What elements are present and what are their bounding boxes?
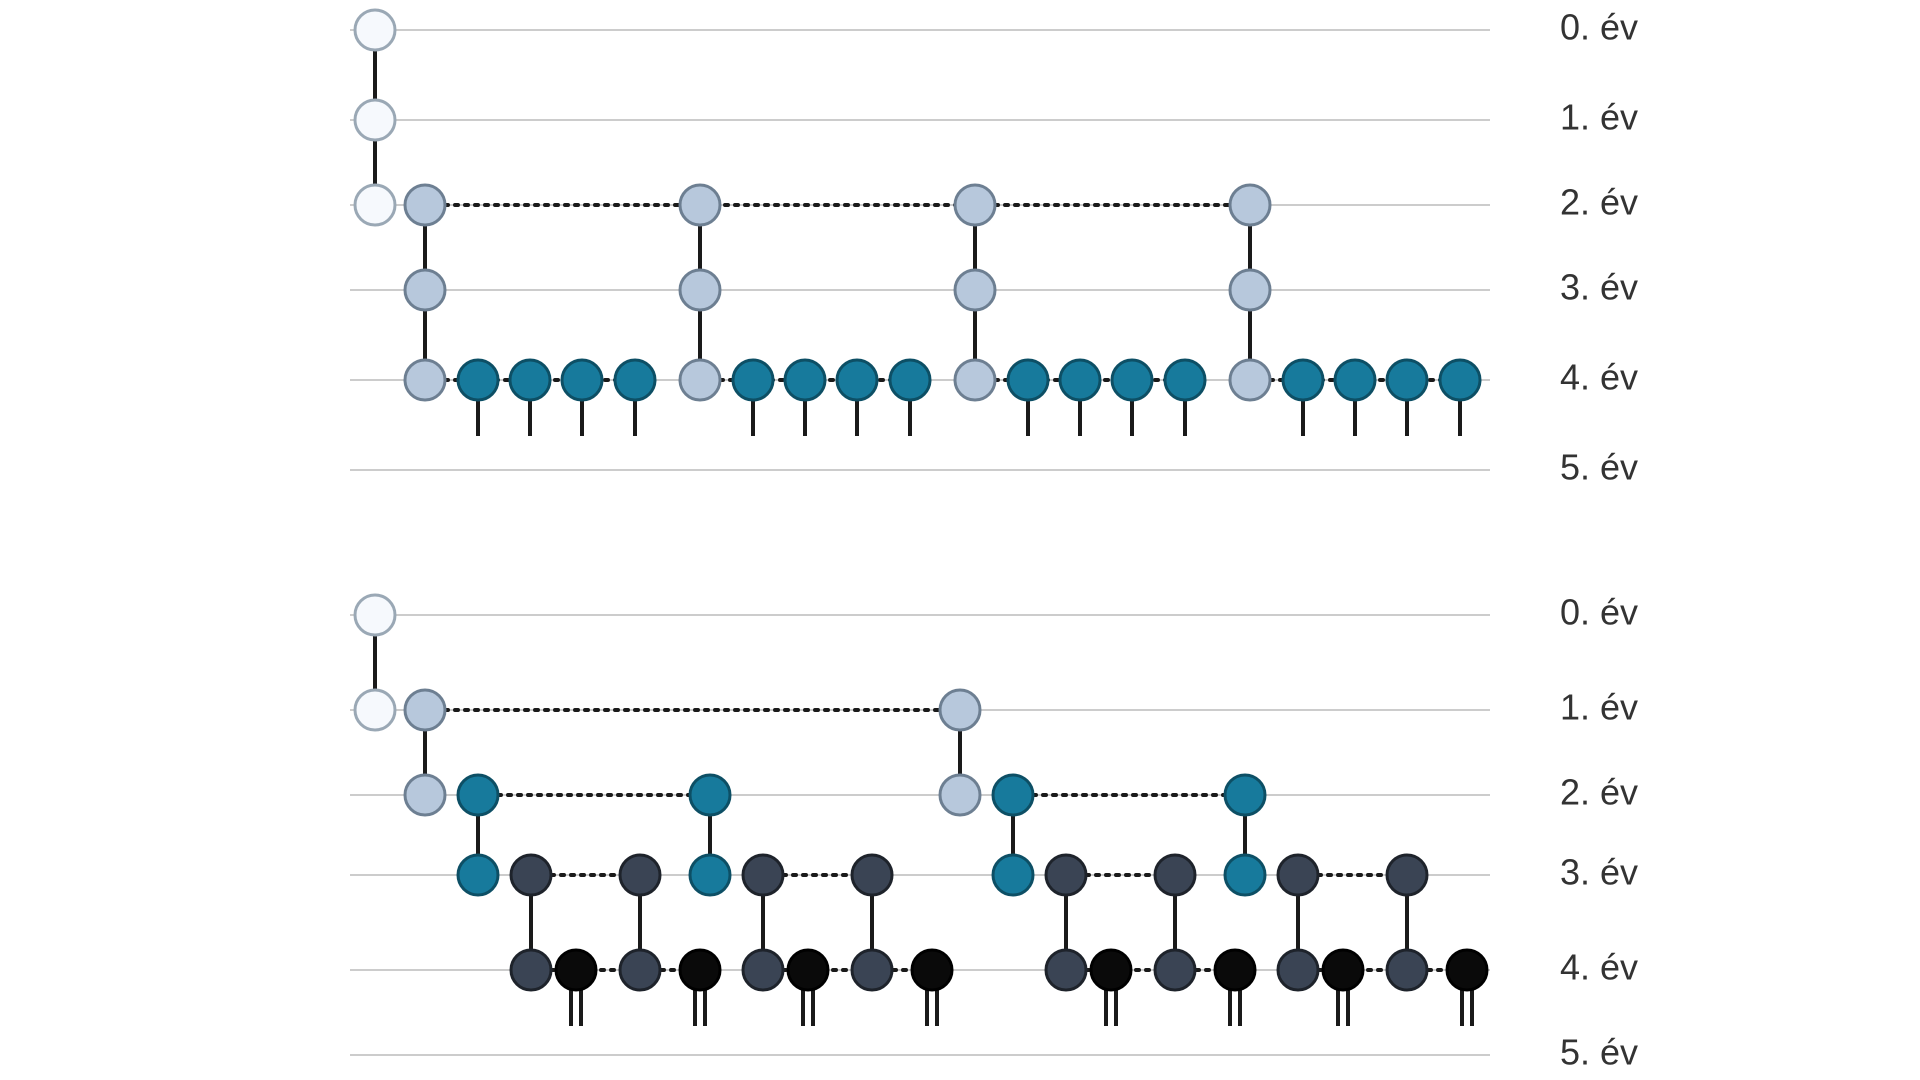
row-label: 1. év (1560, 687, 1638, 728)
node-teal (458, 855, 498, 895)
node-teal (458, 360, 498, 400)
node-teal (615, 360, 655, 400)
node-light (940, 775, 980, 815)
node-light (955, 360, 995, 400)
row-label: 5. év (1560, 1032, 1638, 1073)
node-light (405, 185, 445, 225)
node-teal (1225, 775, 1265, 815)
node-light (405, 360, 445, 400)
node-light (955, 270, 995, 310)
row-label: 0. év (1560, 592, 1638, 633)
node-white (355, 100, 395, 140)
node-teal (1283, 360, 1323, 400)
node-light (1230, 185, 1270, 225)
node-white (355, 690, 395, 730)
diagram-top: 0. év 1. év 2. év 3. év 4. év 5. év (350, 7, 1638, 488)
node-teal (993, 775, 1033, 815)
node-teal (562, 360, 602, 400)
node-teal (1060, 360, 1100, 400)
node-white (355, 595, 395, 635)
node-dark (1278, 855, 1318, 895)
node-black (1215, 950, 1255, 990)
node-dark (1387, 855, 1427, 895)
node-dark (620, 855, 660, 895)
row-label: 3. év (1560, 852, 1638, 893)
node-black (912, 950, 952, 990)
diagram-canvas: 0. év 1. év 2. év 3. év 4. év 5. év 0. év 1. év… (0, 0, 1920, 1080)
node-teal (1387, 360, 1427, 400)
node-light (405, 690, 445, 730)
node-dark (511, 855, 551, 895)
row-label: 4. év (1560, 947, 1638, 988)
node-dark (1046, 855, 1086, 895)
node-teal (1335, 360, 1375, 400)
node-light (680, 185, 720, 225)
node-light (940, 690, 980, 730)
row-label: 0. év (1560, 7, 1638, 48)
node-dark (743, 855, 783, 895)
node-black (680, 950, 720, 990)
row-label: 2. év (1560, 772, 1638, 813)
node-black (1323, 950, 1363, 990)
node-dark (1155, 855, 1195, 895)
node-white (355, 10, 395, 50)
node-dark (743, 950, 783, 990)
diagram-bottom: 0. év 1. év 2. év 3. év 4. év 5. év (350, 592, 1638, 1073)
node-dark (1155, 950, 1195, 990)
node-teal (1165, 360, 1205, 400)
node-teal (993, 855, 1033, 895)
node-teal (837, 360, 877, 400)
node-dark (852, 855, 892, 895)
node-teal (1440, 360, 1480, 400)
node-teal (890, 360, 930, 400)
node-teal (1008, 360, 1048, 400)
node-black (556, 950, 596, 990)
node-black (1091, 950, 1131, 990)
row-label: 2. év (1560, 182, 1638, 223)
node-black (788, 950, 828, 990)
node-light (405, 270, 445, 310)
row-label: 1. év (1560, 97, 1638, 138)
node-white (355, 185, 395, 225)
node-dark (1278, 950, 1318, 990)
node-dark (852, 950, 892, 990)
node-teal (690, 775, 730, 815)
row-label: 4. év (1560, 357, 1638, 398)
node-light (1230, 270, 1270, 310)
node-light (680, 270, 720, 310)
node-light (405, 775, 445, 815)
row-label: 5. év (1560, 447, 1638, 488)
node-dark (511, 950, 551, 990)
node-light (1230, 360, 1270, 400)
node-teal (510, 360, 550, 400)
node-light (680, 360, 720, 400)
node-teal (1112, 360, 1152, 400)
node-teal (458, 775, 498, 815)
node-light (955, 185, 995, 225)
node-teal (733, 360, 773, 400)
node-dark (1046, 950, 1086, 990)
node-dark (620, 950, 660, 990)
row-label: 3. év (1560, 267, 1638, 308)
node-teal (1225, 855, 1265, 895)
node-black (1447, 950, 1487, 990)
node-teal (785, 360, 825, 400)
node-dark (1387, 950, 1427, 990)
node-teal (690, 855, 730, 895)
